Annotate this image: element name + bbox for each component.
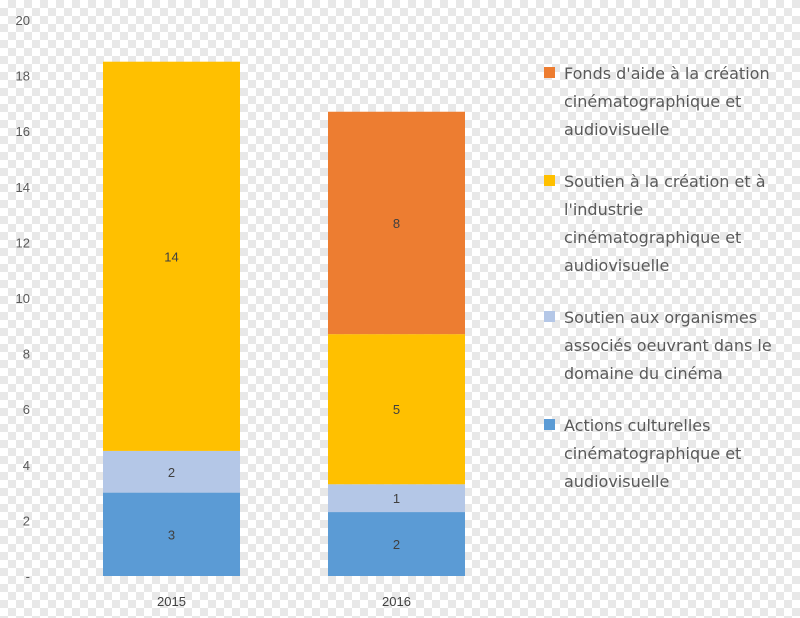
legend-item: Soutien à la création et à l'industrie c…: [544, 168, 794, 280]
y-tick-label: 4: [23, 458, 30, 473]
x-category-label: 2016: [382, 594, 411, 609]
bar-segment: [328, 512, 465, 576]
data-label: 14: [164, 249, 178, 264]
bar-segment: [328, 334, 465, 485]
y-tick-label: 8: [23, 347, 30, 362]
bar-segment: [103, 61, 240, 451]
data-label: 2: [393, 537, 400, 552]
legend-swatch: [544, 311, 555, 322]
y-tick-label: 6: [23, 402, 30, 417]
legend-label: Soutien aux organismes associés oeuvrant…: [564, 308, 772, 383]
legend-swatch: [544, 175, 555, 186]
bar-segment: [103, 450, 240, 493]
legend-item: Actions culturelles cinématographique et…: [544, 412, 794, 496]
legend-label: Soutien à la création et à l'industrie c…: [564, 172, 766, 275]
legend-label: Fonds d'aide à la création cinématograph…: [564, 64, 770, 139]
y-tick-label: 14: [16, 180, 30, 195]
legend-swatch: [544, 419, 555, 430]
y-tick-label: -: [26, 569, 30, 584]
data-label: 8: [393, 216, 400, 231]
data-label: 3: [168, 527, 175, 542]
legend-item: Fonds d'aide à la création cinématograph…: [544, 60, 794, 144]
legend-label: Actions culturelles cinématographique et…: [564, 416, 742, 491]
y-tick-label: 12: [16, 235, 30, 250]
x-axis: 2015 2016: [157, 594, 411, 609]
legend-swatch: [544, 67, 555, 78]
legend: Fonds d'aide à la création cinématograph…: [544, 60, 794, 520]
data-label: 1: [393, 491, 400, 506]
x-category-label: 2015: [157, 594, 186, 609]
bar-segment: [328, 111, 465, 335]
y-tick-label: 20: [16, 13, 30, 28]
y-tick-label: 10: [16, 291, 30, 306]
y-tick-label: 2: [23, 513, 30, 528]
bar-segment: [103, 492, 240, 576]
bars: 3 2 14 2 1 5 8: [103, 61, 465, 576]
data-label: 2: [168, 465, 175, 480]
stacked-bar-chart: - 2 4 6 8 10 12 14 16 18 20 3 2 14 2 1 5 8 2015 2016: [16, 13, 465, 609]
y-tick-label: 18: [16, 69, 30, 84]
y-axis: - 2 4 6 8 10 12 14 16 18 20: [16, 13, 30, 584]
legend-item: Soutien aux organismes associés oeuvrant…: [544, 304, 794, 388]
y-tick-label: 16: [16, 124, 30, 139]
bar-segment: [328, 484, 465, 513]
data-label: 5: [393, 402, 400, 417]
